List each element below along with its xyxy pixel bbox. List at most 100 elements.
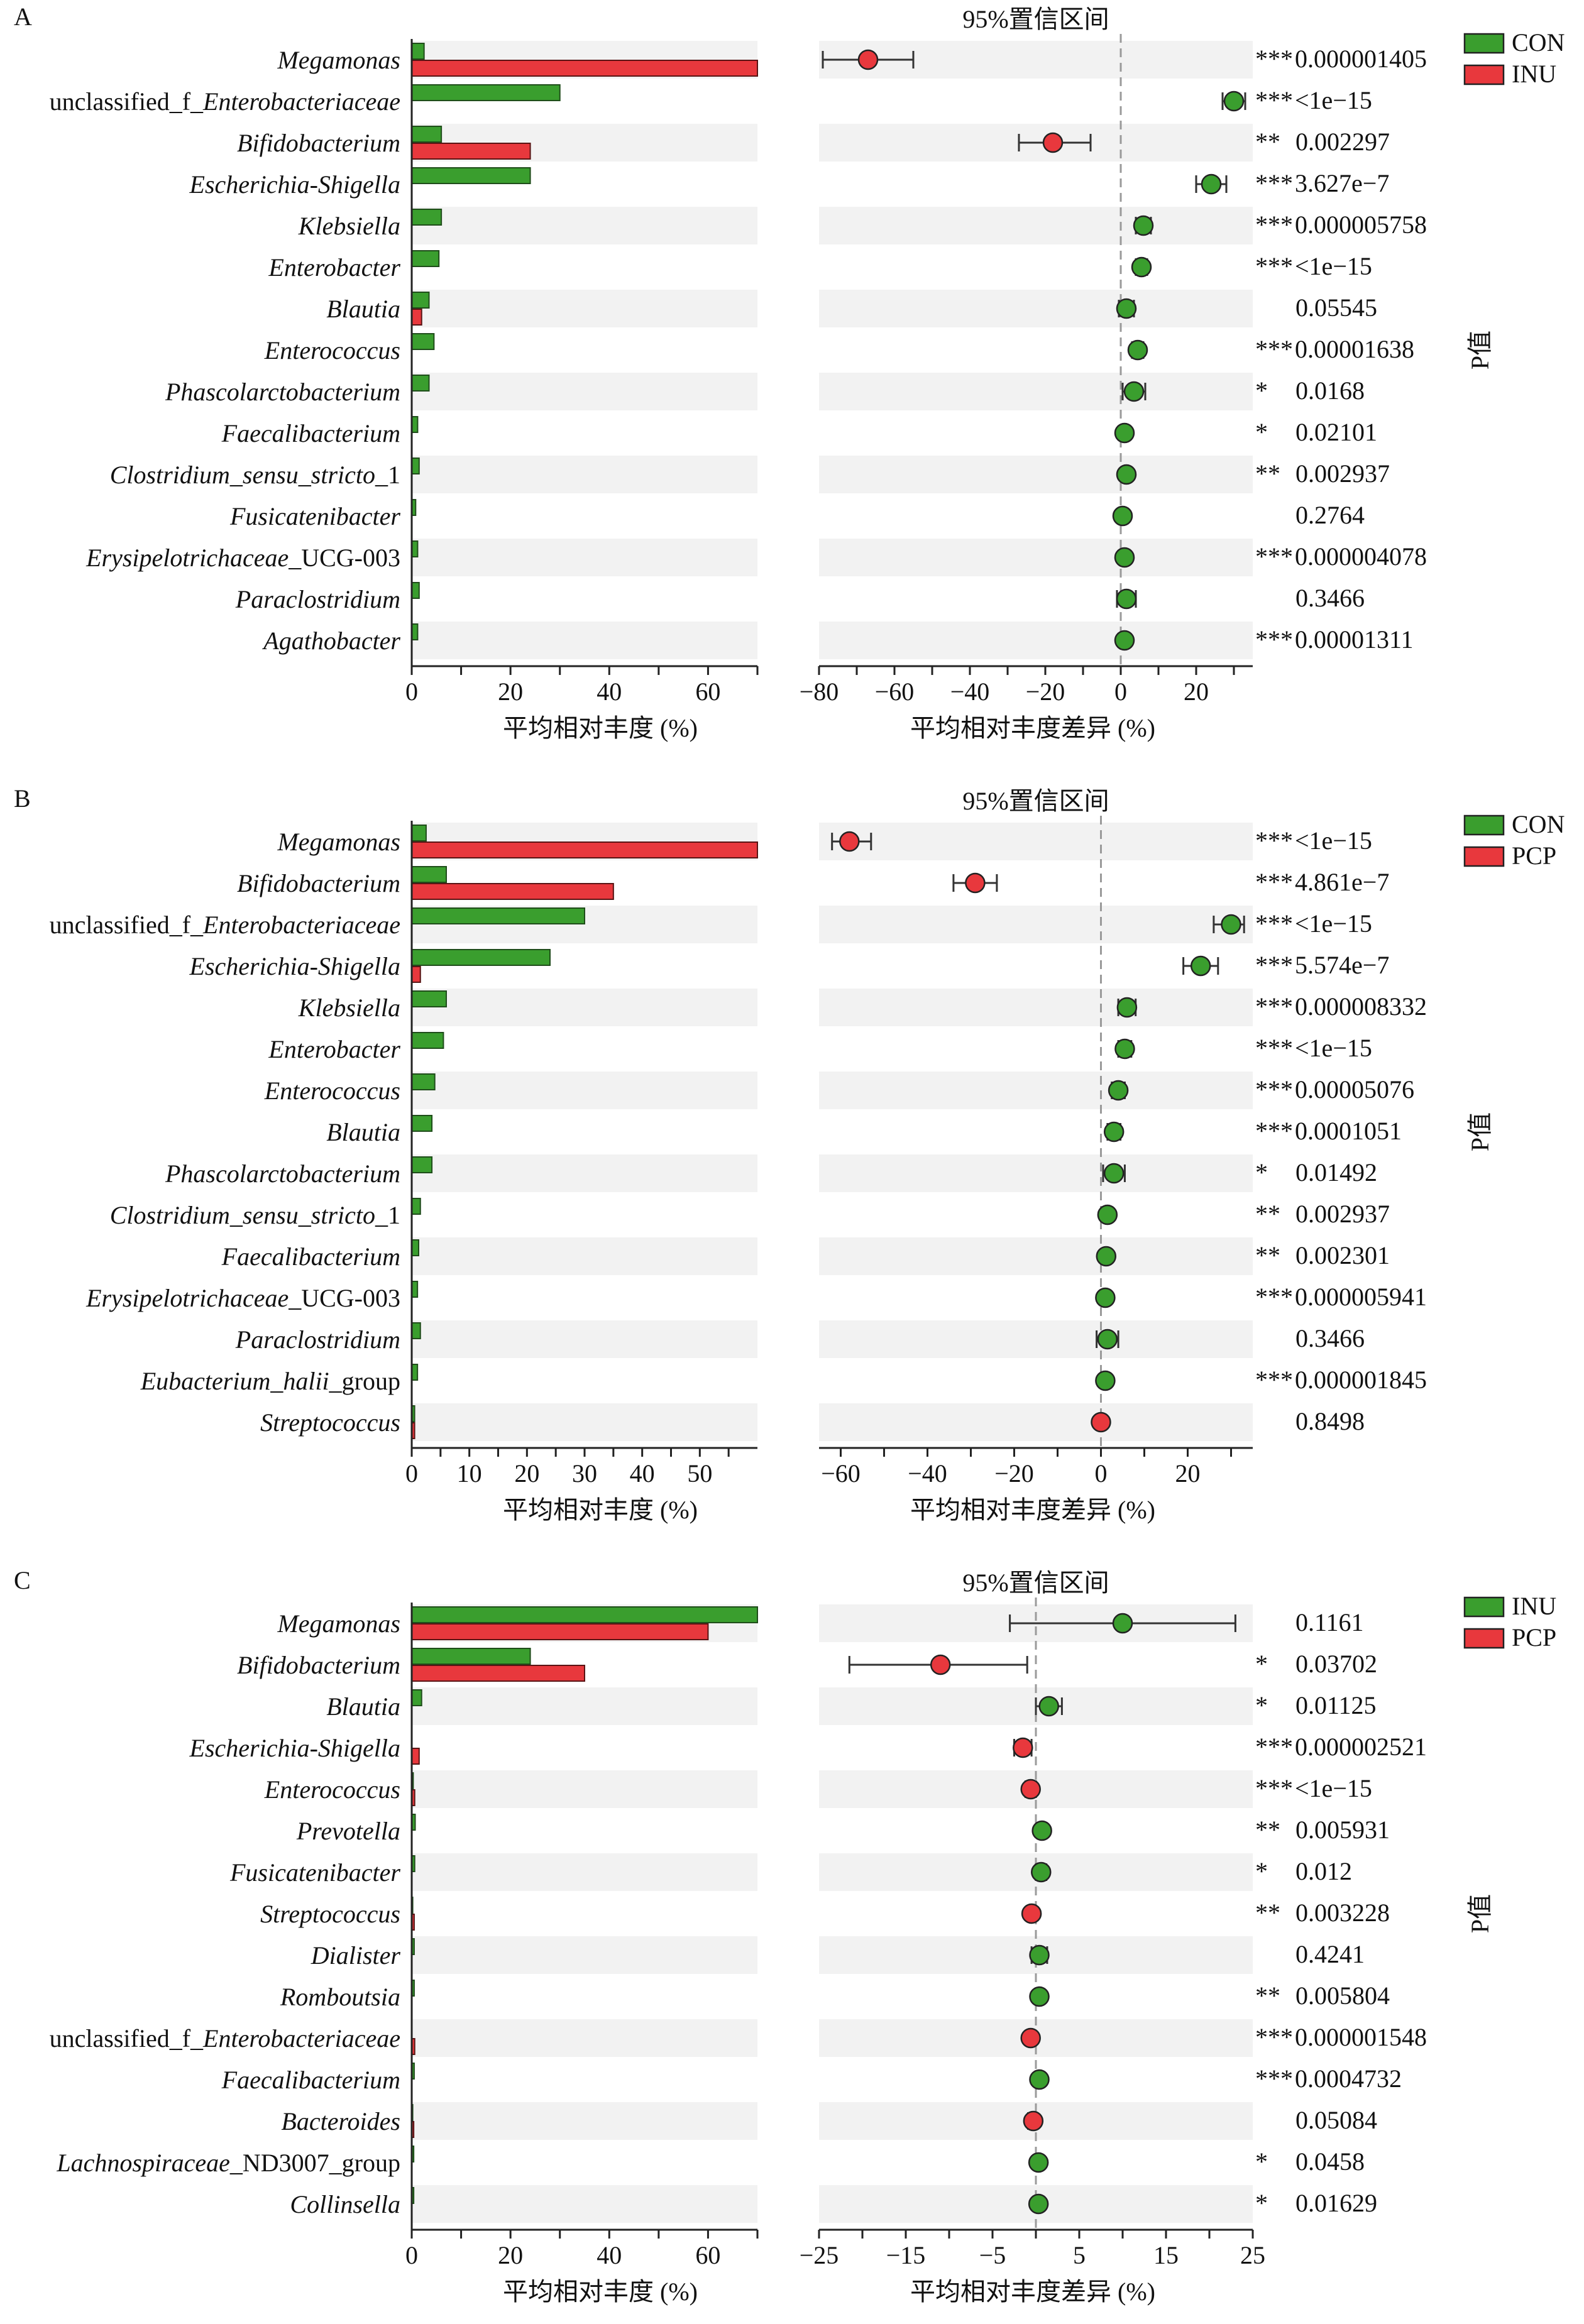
row-stripe-left <box>412 1403 757 1441</box>
diff-point <box>1116 464 1137 485</box>
diff-point <box>1114 547 1135 568</box>
diff-point <box>1031 1861 1052 1883</box>
left-x-tick-label: 20 <box>498 2241 523 2269</box>
diff-point <box>1028 2193 1049 2215</box>
bar-group1 <box>411 1156 433 1173</box>
right-x-tick-label: −60 <box>875 677 915 706</box>
table-row: Dialister 0.4241 <box>311 1938 1365 1970</box>
ci-title: 95%置信区间 <box>962 787 1109 815</box>
taxon-label-italic: Clostridium_sensu_stricto <box>110 461 375 489</box>
taxon-label-italic: Dialister <box>311 1941 401 1970</box>
row-stripe-left <box>412 2019 757 2057</box>
row-stripe-right <box>819 207 1253 244</box>
taxon-label-italic: Enterococcus <box>264 1077 400 1105</box>
p-value: 0.0168 <box>1295 376 1365 405</box>
diff-point <box>857 49 879 70</box>
right-x-tick-label: 25 <box>1240 2241 1265 2269</box>
bar-group1 <box>411 1032 444 1049</box>
bar-group1 <box>411 1239 419 1256</box>
legend-swatch <box>1463 1628 1505 1649</box>
legend-label: PCP <box>1512 841 1556 870</box>
table-row: Agathobacter *** 0.00001311 <box>261 623 1414 655</box>
taxon-label: Eubacterium_halii_group <box>140 1367 400 1395</box>
significance-stars: *** <box>1255 1117 1293 1145</box>
diff-point <box>1221 914 1241 935</box>
p-value: 0.1161 <box>1295 1608 1364 1636</box>
table-row: Escherichia-Shigella *** 3.627e−7 <box>189 167 1389 199</box>
right-x-tick-label: −80 <box>800 677 839 706</box>
taxon-label: Lachnospiraceae_ND3007_group <box>56 2149 400 2177</box>
right-x-tick-label: −40 <box>908 1459 947 1488</box>
pvalue-axis-label: P值 <box>1466 1112 1494 1151</box>
bar-group1 <box>411 907 585 924</box>
left-x-tick-label: 60 <box>695 677 720 706</box>
taxon-label-italic: Escherichia-Shigella <box>189 1734 400 1762</box>
diff-point <box>1023 2110 1044 2132</box>
taxon-label-prefix: unclassified_f_ <box>50 2024 204 2053</box>
row-stripe-left <box>412 1687 757 1725</box>
left-x-tick-label: 60 <box>695 2241 720 2269</box>
legend-label: PCP <box>1512 1623 1556 1652</box>
taxon-label: Escherichia-Shigella <box>189 170 400 199</box>
diff-point <box>1038 1696 1059 1717</box>
taxon-label-suffix: _group <box>329 1367 400 1395</box>
taxon-label-suffix: _UCG-003 <box>288 544 400 572</box>
diff-point <box>1021 1903 1042 1924</box>
significance-stars: *** <box>1255 335 1293 363</box>
significance-stars: *** <box>1255 826 1293 855</box>
row-stripe-right <box>819 1403 1253 1441</box>
row-stripe-right <box>819 1237 1253 1275</box>
bar-group1 <box>411 43 425 60</box>
table-row: Bacteroides 0.05084 <box>281 2104 1377 2138</box>
legend-swatch <box>1463 33 1505 54</box>
table-row: Faecalibacterium * 0.02101 <box>221 416 1377 447</box>
p-value: 0.0458 <box>1295 2147 1365 2176</box>
taxon-label: Enterococcus <box>264 336 400 364</box>
right-x-tick-label: −60 <box>821 1459 861 1488</box>
diff-point <box>1116 588 1137 610</box>
diff-point <box>1116 997 1138 1018</box>
taxon-label: Faecalibacterium <box>221 1242 400 1271</box>
row-stripe-left <box>412 1072 757 1109</box>
right-x-tick-label: −20 <box>1026 677 1065 706</box>
taxon-label: Clostridium_sensu_stricto_1 <box>110 461 400 489</box>
diff-point <box>1123 381 1145 402</box>
right-x-tick-label: −25 <box>800 2241 839 2269</box>
taxon-label: Escherichia-Shigella <box>189 1734 400 1762</box>
pvalue-axis-label: P值 <box>1466 1894 1494 1933</box>
row-stripe-left <box>412 373 757 410</box>
taxon-label-italic: Enterobacteriaceae <box>202 2024 400 2053</box>
legend-swatch <box>1463 64 1505 85</box>
right-x-tick-label: 20 <box>1175 1459 1201 1488</box>
left-x-axis-label: 平均相对丰度 (%) <box>503 714 698 742</box>
table-row: Blautia * 0.01125 <box>326 1689 1377 1721</box>
taxon-label-italic: Fusicatenibacter <box>229 1858 400 1887</box>
table-row: Clostridium_sensu_stricto_1 ** 0.002937 <box>110 458 1390 489</box>
taxon-label-italic: Paraclostridium <box>235 585 400 613</box>
bar-group1 <box>411 1198 421 1215</box>
diff-point <box>1097 1329 1118 1350</box>
right-x-tick-label: 5 <box>1073 2241 1086 2269</box>
right-x-tick-label: 0 <box>1114 677 1127 706</box>
taxon-label-suffix: _ND3007_group <box>229 2149 400 2177</box>
right-x-axis-label: 平均相对丰度差异 (%) <box>910 2277 1155 2306</box>
table-row: Escherichia-Shigella *** 5.574e−7 <box>189 949 1389 983</box>
row-stripe-left <box>412 2102 757 2140</box>
row-stripe-left <box>412 1853 757 1891</box>
taxon-label-suffix: _UCG-003 <box>288 1284 400 1312</box>
p-value: 0.002301 <box>1295 1241 1390 1269</box>
table-row: Paraclostridium 0.3466 <box>235 1322 1365 1354</box>
pvalue-axis-label: P值 <box>1466 331 1494 370</box>
significance-stars: *** <box>1255 2064 1293 2093</box>
bar-group2 <box>411 883 614 900</box>
diff-point <box>1133 215 1154 236</box>
row-stripe-left <box>412 989 757 1026</box>
table-row: Streptococcus ** 0.003228 <box>260 1897 1390 1931</box>
row-stripe-left <box>412 2185 757 2223</box>
taxon-label-italic: Fusicatenibacter <box>229 502 400 530</box>
ci-title: 95%置信区间 <box>962 1569 1109 1597</box>
p-value: <1e−15 <box>1295 909 1372 938</box>
p-value: 0.02101 <box>1295 418 1377 446</box>
row-stripe-right <box>819 622 1253 659</box>
taxon-label: unclassified_f_Enterobacteriaceae <box>50 911 400 939</box>
